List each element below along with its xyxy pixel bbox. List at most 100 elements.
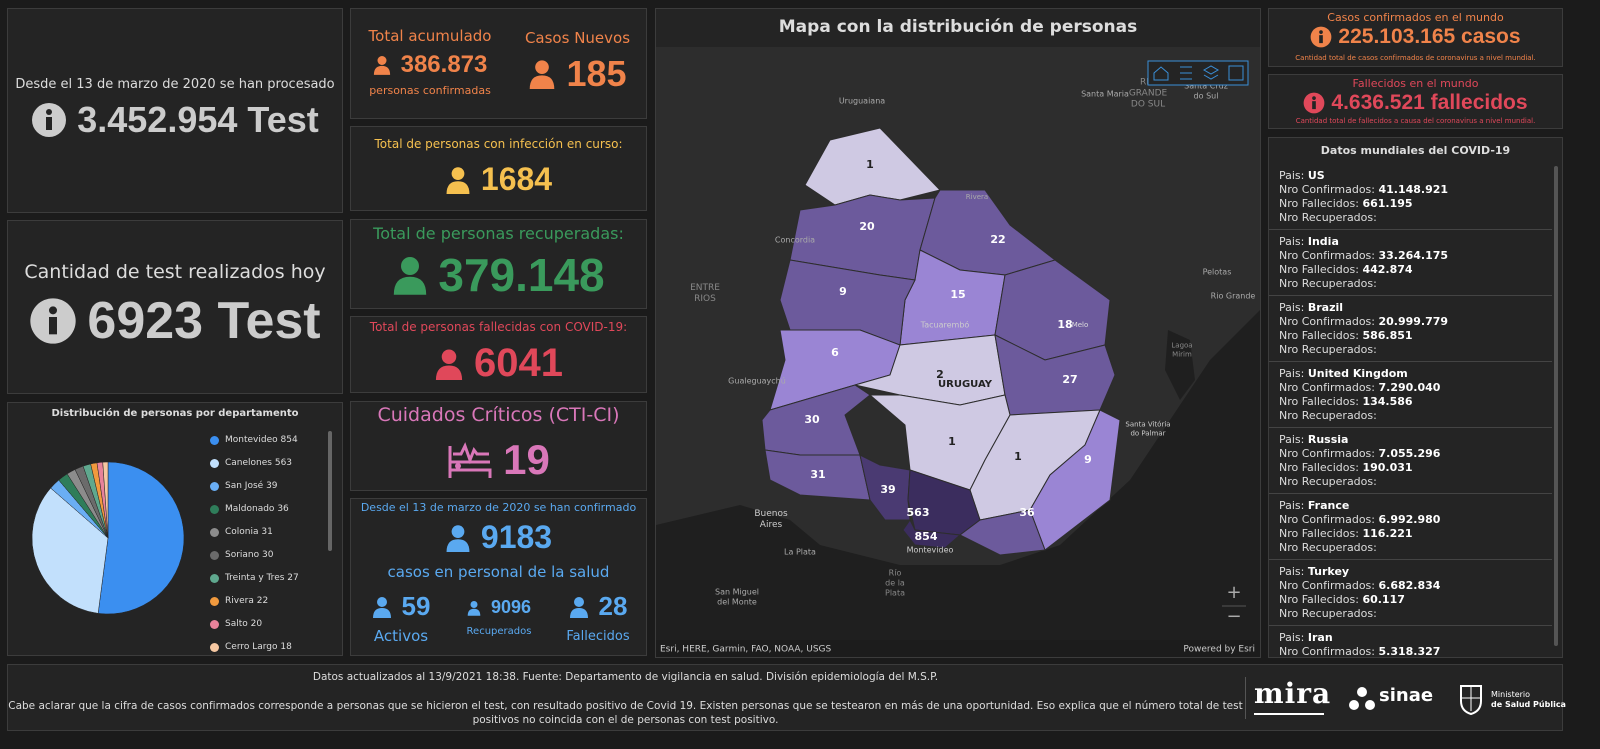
- layers-button[interactable]: [1202, 65, 1220, 80]
- ministry-line: de Salud Pública: [1491, 700, 1566, 709]
- country-field: Nro Recuperados:: [1279, 211, 1542, 225]
- deaths-row: 6041: [351, 341, 646, 386]
- legend-item: Soriano 30: [210, 550, 273, 560]
- pie-slice: [31, 487, 109, 614]
- list-title: Datos mundiales del COVID-19: [1320, 144, 1511, 157]
- place-label: Uruguaiana: [839, 97, 885, 106]
- zoom-out[interactable]: −: [1226, 606, 1241, 627]
- update-note: Datos actualizados al 13/9/2021 18:38. F…: [312, 671, 939, 683]
- legend-value: 18: [280, 642, 292, 652]
- legend-swatch: [210, 619, 219, 629]
- pie-slice: [97, 461, 185, 615]
- legend-item: Maldonado 36: [210, 504, 289, 514]
- critical-value: 19: [503, 436, 550, 483]
- country-field: Nro Confirmados: 41.148.921: [1279, 183, 1542, 197]
- country-list[interactable]: Pais: US Nro Confirmados: 41.148.921 Nro F…: [1269, 164, 1552, 657]
- place-label: Concordia: [775, 236, 815, 245]
- recovered-value: 379.148: [438, 249, 605, 301]
- map: 1 20 22 9 15 18 6 2 27 30 1 1 9 31 39 563 36 854 Uruguaia…: [656, 9, 1260, 657]
- department-label: 15: [950, 288, 965, 301]
- country-field: Nro Recuperados:: [1279, 541, 1542, 555]
- department-label: 22: [990, 233, 1005, 246]
- world-deaths: 4.636.521 fallecidos: [1331, 91, 1528, 114]
- country-field: Pais: United Kingdom: [1279, 367, 1542, 381]
- field-label: Nro Fallecidos:: [1279, 395, 1359, 408]
- active-card: Total de personas con infección en curso…: [350, 126, 647, 211]
- field-value: United Kingdom: [1307, 367, 1408, 380]
- staff-recovered-label: Recuperados: [466, 626, 532, 637]
- ministry-logo: Ministerio de Salud Pública: [1491, 690, 1566, 710]
- legend-value: 854: [280, 435, 298, 445]
- sinae-icon: [1349, 687, 1375, 710]
- legend-swatch: [210, 458, 219, 468]
- world-confirmed-row: 225.103.165 casos: [1269, 25, 1562, 49]
- field-value: 442.874: [1362, 263, 1413, 276]
- total-label: Total acumulado: [368, 27, 492, 45]
- legend-swatch: [210, 481, 219, 491]
- field-value: Russia: [1307, 433, 1349, 446]
- legend-item: Canelones 563: [210, 458, 292, 468]
- place-label: Gualeguaychú: [728, 377, 786, 386]
- value-row: 6923 Test: [8, 291, 342, 351]
- legend-text: Montevideo 854: [225, 435, 298, 445]
- field-label: Nro Confirmados:: [1279, 513, 1375, 526]
- critical-row: 19: [351, 436, 646, 484]
- country-entry: Pais: United Kingdom Nro Confirmados: 7.2…: [1269, 362, 1552, 428]
- world-deaths-label: Fallecidos en el mundo: [1352, 77, 1479, 90]
- map-toolbar[interactable]: [1147, 60, 1249, 86]
- country-field: Nro Confirmados: 7.290.040: [1279, 381, 1542, 395]
- bed-icon: [448, 442, 492, 478]
- place-label: do Palmar: [1130, 430, 1165, 438]
- place-label: de la: [885, 579, 905, 588]
- basemap-button[interactable]: [1228, 65, 1244, 81]
- place-label: Plata: [885, 589, 905, 598]
- country-field: Nro Confirmados: 20.999.779: [1279, 315, 1542, 329]
- pie-card: Distribución de personas por departament…: [7, 402, 343, 656]
- legend-text: San José 39: [225, 481, 278, 491]
- legend-text: Rivera 22: [225, 596, 268, 606]
- legend-value: 20: [250, 619, 263, 629]
- country-field: Nro Confirmados: 6.992.980: [1279, 513, 1542, 527]
- sinae-logo: sinae: [1379, 685, 1434, 706]
- country-entry: Pais: Russia Nro Confirmados: 7.055.296 Nr…: [1269, 428, 1552, 494]
- legend-button[interactable]: [1180, 66, 1192, 80]
- department-label: 6: [831, 346, 839, 359]
- zoom[interactable]: + −: [1222, 582, 1246, 627]
- active-value: 1684: [480, 161, 553, 197]
- place-label: Lagoa: [1171, 342, 1192, 350]
- tests-value: 3.452.954 Test: [77, 99, 319, 140]
- legend-item: Rivera 22: [210, 596, 268, 606]
- country-field: Nro Recuperados:: [1279, 607, 1542, 621]
- field-label: Nro Recuperados:: [1279, 211, 1377, 224]
- staff-deaths-row: 28: [548, 591, 648, 622]
- country-field: Pais: France: [1279, 499, 1542, 513]
- field-value: India: [1307, 235, 1339, 248]
- info-icon: [30, 298, 77, 344]
- deaths-label: Total de personas fallecidas con COVID-1…: [369, 320, 628, 334]
- health-staff-card: Desde el 13 de marzo de 2020 se han conf…: [350, 498, 647, 656]
- country-field: Nro Fallecidos: 116.221: [1279, 527, 1542, 541]
- country-field: Nro Fallecidos: 586.851: [1279, 329, 1542, 343]
- place-label: San Miguel: [715, 588, 759, 597]
- country-field: Nro Confirmados: 7.055.296: [1279, 447, 1542, 461]
- field-label: Nro Recuperados:: [1279, 541, 1377, 554]
- value-row: 3.452.954 Test: [8, 99, 342, 141]
- field-value: France: [1307, 499, 1350, 512]
- legend-swatch: [210, 596, 219, 606]
- legend-text: Canelones 563: [225, 458, 292, 468]
- country-entry: Pais: India Nro Confirmados: 33.264.175 Nr…: [1269, 230, 1552, 296]
- place-label: GRANDE: [1129, 89, 1168, 99]
- department-label: 31: [810, 468, 825, 481]
- legend: Montevideo 854 Canelones 563 San José 39 Ma…: [210, 435, 325, 655]
- attribution-bar: [656, 640, 1260, 657]
- field-value: Iran: [1307, 631, 1333, 644]
- zoom-in[interactable]: +: [1226, 582, 1241, 603]
- place-label: Tacuarembó: [920, 320, 970, 330]
- recovered-label: Total de personas recuperadas:: [373, 224, 624, 243]
- legend-value: 22: [256, 596, 269, 606]
- staff-value: 9183: [480, 519, 553, 555]
- field-value: 6.992.980: [1378, 513, 1441, 526]
- home-button[interactable]: [1153, 66, 1169, 81]
